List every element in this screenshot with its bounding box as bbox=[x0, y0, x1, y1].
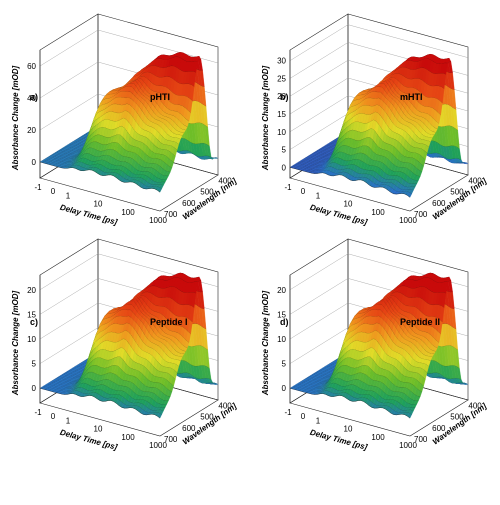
z-tick-label: 0 bbox=[282, 163, 287, 172]
x-tick-label: 10 bbox=[344, 200, 353, 209]
z-axis-label: Absorbance Change [mOD] bbox=[261, 65, 270, 171]
z-tick-label: 10 bbox=[277, 128, 286, 137]
z-tick-label: 0 bbox=[32, 158, 37, 167]
x-tick-label: -1 bbox=[284, 183, 292, 192]
x-tick-label: 1 bbox=[316, 191, 321, 200]
z-tick-label: 60 bbox=[27, 62, 36, 71]
x-tick-label: 1 bbox=[66, 191, 71, 200]
z-tick-label: 30 bbox=[277, 57, 286, 66]
panel-letter: a) bbox=[30, 92, 38, 102]
surface-plot bbox=[40, 52, 218, 192]
panel-title: pHTI bbox=[150, 92, 170, 102]
z-tick-label: 0 bbox=[32, 384, 37, 393]
panel-letter: b) bbox=[280, 92, 289, 102]
x-tick-label: 100 bbox=[121, 433, 135, 442]
y-tick-label: 700 bbox=[414, 210, 428, 219]
x-tick-label: 10 bbox=[94, 200, 103, 209]
x-tick-label: -1 bbox=[34, 408, 42, 417]
z-tick-label: 5 bbox=[32, 360, 37, 369]
z-tick-label: 25 bbox=[277, 74, 286, 83]
x-tick-label: 1 bbox=[66, 416, 71, 425]
panel-letter: c) bbox=[30, 317, 38, 327]
panel-title: mHTI bbox=[400, 92, 423, 102]
x-tick-label: 0 bbox=[301, 187, 306, 196]
x-tick-label: 10 bbox=[94, 425, 103, 434]
x-axis-label: Delay Time [ps] bbox=[59, 203, 119, 227]
surface-plot bbox=[40, 273, 218, 418]
z-axis-label: Absorbance Change [mOD] bbox=[11, 290, 20, 396]
x-tick-label: -1 bbox=[34, 183, 42, 192]
y-tick-label: 700 bbox=[164, 435, 178, 444]
z-tick-label: 20 bbox=[27, 286, 36, 295]
z-tick-label: 15 bbox=[277, 110, 286, 119]
z-tick-label: 20 bbox=[27, 126, 36, 135]
x-axis-label: Delay Time [ps] bbox=[59, 428, 119, 452]
x-axis-label: Delay Time [ps] bbox=[309, 203, 369, 227]
x-tick-label: 100 bbox=[371, 208, 385, 217]
surface-plot bbox=[290, 273, 468, 418]
z-tick-label: 5 bbox=[282, 146, 287, 155]
surface-plot bbox=[290, 54, 468, 197]
panel-title: Peptide I bbox=[150, 317, 188, 327]
x-tick-label: 0 bbox=[51, 412, 56, 421]
z-axis-label: Absorbance Change [mOD] bbox=[11, 65, 20, 171]
y-tick-label: 700 bbox=[164, 210, 178, 219]
x-tick-label: 0 bbox=[51, 187, 56, 196]
x-tick-label: 100 bbox=[121, 208, 135, 217]
z-tick-label: 10 bbox=[27, 335, 36, 344]
